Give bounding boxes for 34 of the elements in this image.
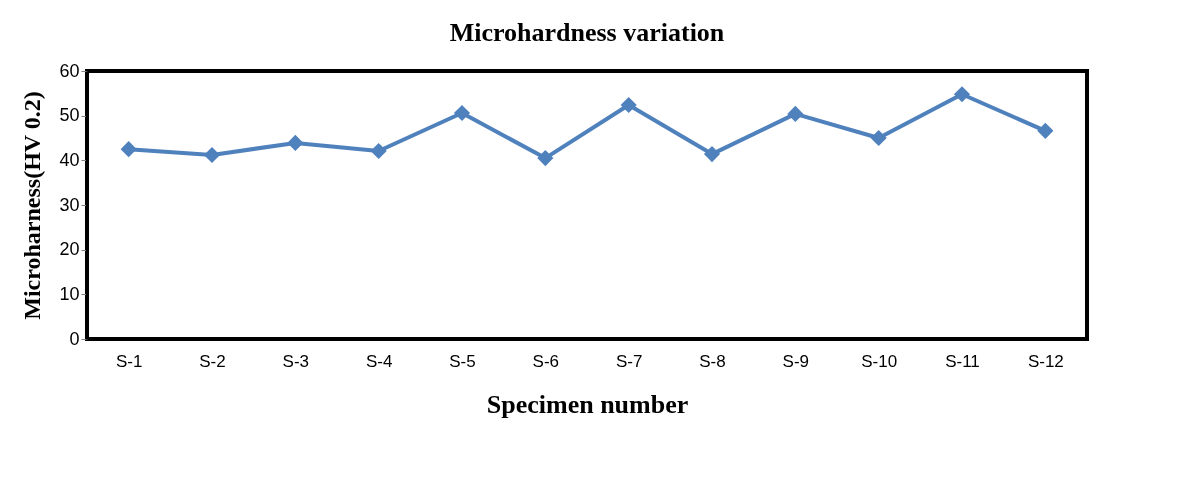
x-tick-label: S-3 xyxy=(282,351,310,371)
y-tick-label: 40 xyxy=(59,149,80,170)
y-tick-label: 60 xyxy=(59,60,80,81)
x-tick-label: S-12 xyxy=(1027,351,1064,371)
point xyxy=(120,141,137,158)
point xyxy=(787,105,804,122)
x-tick-label: S-6 xyxy=(532,351,560,371)
point xyxy=(620,96,637,114)
point xyxy=(203,146,221,164)
y-tick-label: 0 xyxy=(69,328,80,349)
point xyxy=(953,86,971,103)
x-axis-title: Specimen number xyxy=(486,389,689,419)
x-tick-label: S-7 xyxy=(615,351,643,371)
point xyxy=(453,104,471,122)
y-axis-title: Microharness(HV 0.2) xyxy=(19,91,46,320)
y-tick-label: 20 xyxy=(59,239,80,260)
x-tick-label: S-5 xyxy=(449,351,476,371)
point xyxy=(537,150,554,167)
y-tick-label: 30 xyxy=(59,194,80,215)
x-tick-label: S-9 xyxy=(782,351,810,371)
x-tick-label: S-8 xyxy=(699,351,726,371)
point xyxy=(870,129,887,147)
point xyxy=(370,142,387,160)
x-tick-label: S-10 xyxy=(861,351,898,371)
x-tick-label: S-1 xyxy=(115,351,143,371)
point xyxy=(1037,122,1054,139)
x-tick-label: S-2 xyxy=(199,351,226,371)
chart-title: Microhardness variation xyxy=(449,18,725,47)
point xyxy=(703,146,721,163)
y-tick-label: 10 xyxy=(59,283,80,304)
x-tick-label: S-11 xyxy=(945,351,980,371)
x-tick-label: S-4 xyxy=(365,351,393,371)
y-tick-label: 50 xyxy=(59,105,80,126)
point xyxy=(287,134,304,151)
